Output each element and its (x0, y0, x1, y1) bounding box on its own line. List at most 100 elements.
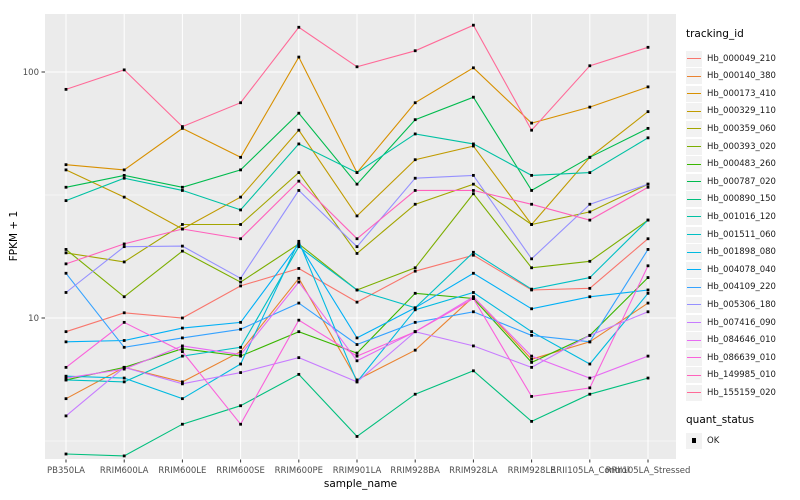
data-point (181, 126, 184, 130)
legend-item-label: Hb_001511_060 (707, 229, 776, 240)
data-point (122, 320, 126, 324)
legend-key-box (686, 349, 702, 366)
data-point (64, 397, 68, 401)
line-swatch-icon (687, 93, 701, 95)
legend-item-label: Hb_005306_180 (707, 299, 776, 310)
data-point (646, 301, 650, 305)
legend-item-label: Hb_000393_020 (707, 141, 776, 152)
x-axis-title: sample_name (323, 478, 398, 490)
data-point (413, 306, 417, 310)
data-point (646, 218, 650, 222)
data-point (122, 242, 126, 246)
legend-key-box (686, 226, 702, 243)
data-point (472, 271, 475, 275)
data-point (181, 354, 184, 358)
legend-item-Hb_001898_080: Hb_001898_080 (686, 244, 776, 261)
data-point (181, 397, 184, 401)
data-point (646, 310, 650, 314)
data-point (122, 339, 126, 342)
data-point (413, 330, 417, 334)
data-point (64, 340, 68, 344)
data-point (472, 310, 475, 314)
legend-item-label: Hb_000890_150 (707, 194, 776, 205)
data-point (530, 354, 533, 358)
data-point (297, 142, 301, 146)
data-point (297, 372, 301, 376)
data-point (472, 189, 475, 192)
data-point (122, 345, 126, 349)
data-point (64, 452, 68, 456)
data-point (472, 297, 475, 300)
data-point (64, 251, 68, 255)
data-point (64, 163, 68, 167)
data-point (472, 23, 475, 27)
legend-item-Hb_155159_020: Hb_155159_020 (686, 384, 776, 401)
data-point (472, 95, 475, 99)
data-point (239, 320, 242, 324)
data-point (122, 295, 126, 299)
data-point (122, 168, 126, 172)
legend-item-ok: OK (686, 432, 754, 449)
data-point (530, 128, 533, 132)
data-point (297, 179, 301, 183)
data-point (646, 376, 650, 380)
legend-item-Hb_000173_410: Hb_000173_410 (686, 85, 776, 102)
data-point (646, 110, 650, 114)
legend-item-label: Hb_000140_380 (707, 71, 776, 82)
legend-item-Hb_000393_020: Hb_000393_020 (686, 138, 776, 155)
data-point (530, 223, 533, 226)
data-point (122, 367, 126, 371)
data-point (239, 280, 242, 284)
line-swatch-icon (687, 198, 701, 200)
x-tick-label: RRII105LA_Stressed (606, 466, 691, 476)
legend-key-box (686, 432, 702, 449)
data-point (472, 250, 475, 254)
data-point (181, 189, 184, 192)
legend-item-label: Hb_086639_010 (707, 352, 776, 363)
legend-item-label: Hb_004109_220 (707, 282, 776, 293)
data-point (297, 111, 301, 115)
legend-key-box (686, 138, 702, 155)
data-point (588, 171, 592, 174)
line-swatch-icon (687, 339, 701, 341)
data-point (355, 351, 359, 355)
data-point (297, 301, 301, 305)
data-point (355, 380, 359, 384)
line-swatch-icon (687, 322, 701, 323)
data-point (64, 291, 68, 294)
data-point (181, 326, 184, 330)
data-point (588, 376, 592, 380)
data-point (413, 176, 417, 180)
data-point (588, 218, 592, 222)
data-point (239, 208, 242, 212)
data-point (355, 300, 359, 304)
data-point (355, 343, 359, 346)
legend-title-tracking-id: tracking_id (686, 28, 744, 40)
x-tick-label: RRIM600PE (275, 466, 323, 476)
data-point (297, 318, 301, 322)
line-swatch-icon (687, 128, 701, 130)
data-point (64, 414, 68, 418)
legend-key-box (686, 120, 702, 137)
legend-key-box (686, 68, 702, 85)
data-point (530, 360, 533, 364)
data-point (413, 269, 417, 273)
line-swatch-icon (687, 357, 701, 359)
data-point (530, 287, 533, 291)
legend-item-label: OK (707, 435, 720, 446)
data-point (413, 320, 417, 324)
data-point (413, 158, 417, 162)
line-swatch-icon (687, 58, 701, 59)
legend-item-Hb_084646_010: Hb_084646_010 (686, 332, 776, 349)
data-point (122, 68, 126, 72)
data-point (530, 173, 533, 177)
data-point (297, 189, 301, 192)
data-point (530, 365, 533, 369)
x-tick-label: RRIM600SE (216, 466, 265, 476)
data-point (122, 376, 126, 380)
data-point (122, 311, 126, 315)
legend-key-box (686, 156, 702, 173)
data-point (181, 185, 184, 189)
data-point (530, 333, 533, 337)
data-point (530, 266, 533, 270)
